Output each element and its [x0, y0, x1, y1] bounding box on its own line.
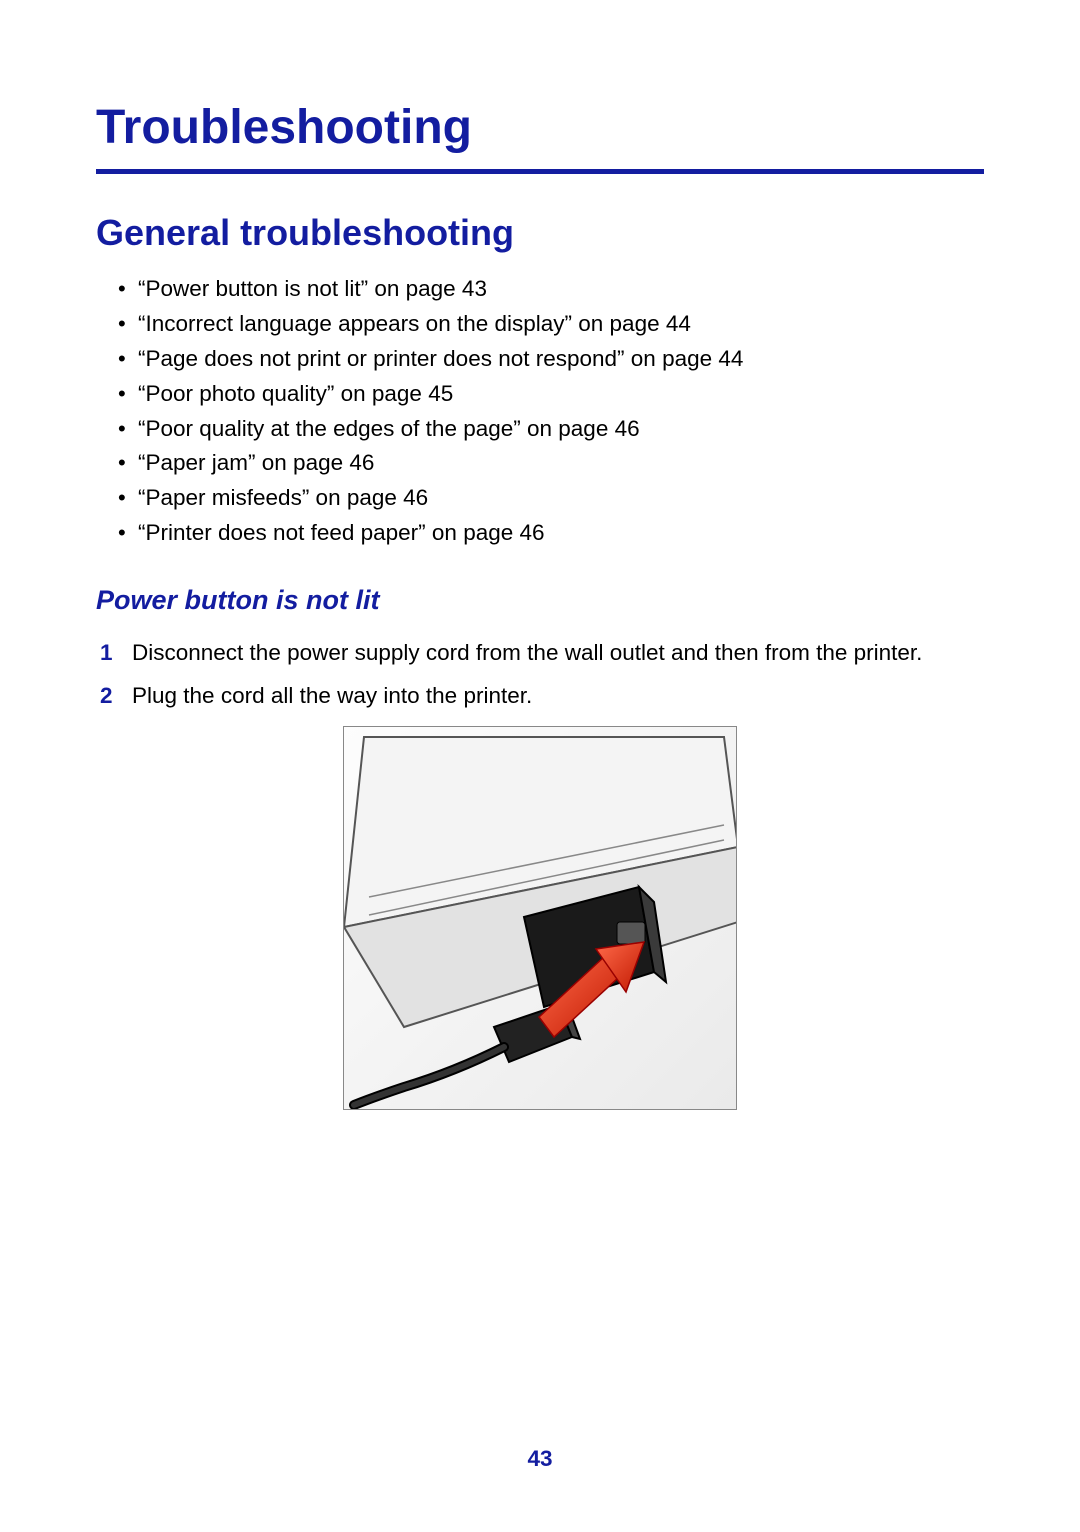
- list-item: “Page does not print or printer does not…: [118, 342, 984, 377]
- subsection-title: Power button is not lit: [96, 585, 984, 616]
- list-item: “Incorrect language appears on the displ…: [118, 307, 984, 342]
- step-number: 2: [100, 679, 128, 714]
- figure-container: [96, 726, 984, 1110]
- step-text: Plug the cord all the way into the print…: [132, 679, 532, 714]
- printer-illustration-icon: [344, 727, 737, 1110]
- list-item: “Poor quality at the edges of the page” …: [118, 412, 984, 447]
- chapter-title: Troubleshooting: [96, 100, 984, 155]
- section-title: General troubleshooting: [96, 212, 984, 254]
- chapter-rule: [96, 169, 984, 174]
- list-item: “Power button is not lit” on page 43: [118, 272, 984, 307]
- step-item: 1 Disconnect the power supply cord from …: [100, 636, 984, 671]
- step-item: 2 Plug the cord all the way into the pri…: [100, 679, 984, 714]
- ordered-steps: 1 Disconnect the power supply cord from …: [100, 636, 984, 714]
- bullet-list: “Power button is not lit” on page 43 “In…: [118, 272, 984, 551]
- list-item: “Paper jam” on page 46: [118, 446, 984, 481]
- list-item: “Printer does not feed paper” on page 46: [118, 516, 984, 551]
- list-item: “Paper misfeeds” on page 46: [118, 481, 984, 516]
- page-number: 43: [0, 1446, 1080, 1472]
- printer-power-cord-figure: [343, 726, 737, 1110]
- list-item: “Poor photo quality” on page 45: [118, 377, 984, 412]
- step-number: 1: [100, 636, 128, 671]
- page-root: Troubleshooting General troubleshooting …: [0, 0, 1080, 1532]
- step-text: Disconnect the power supply cord from th…: [132, 636, 922, 671]
